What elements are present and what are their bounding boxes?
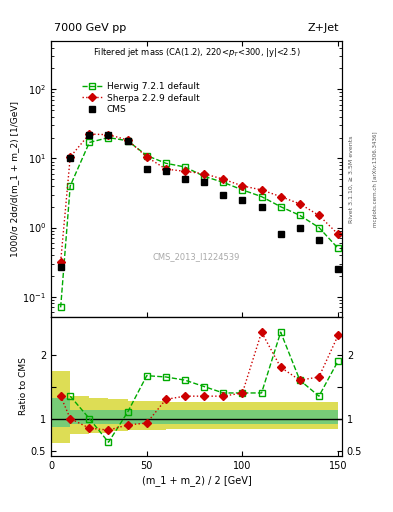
Herwig 7.2.1 default [58, 304, 63, 310]
Sherpa 2.2.9 default [125, 137, 130, 143]
CMS [87, 132, 92, 138]
Herwig 7.2.1 default [202, 173, 206, 179]
CMS [202, 179, 206, 185]
Sherpa 2.2.9 default [87, 131, 92, 137]
Sherpa 2.2.9 default [221, 176, 226, 182]
Sherpa 2.2.9 default [106, 132, 111, 138]
CMS [163, 168, 168, 175]
CMS [68, 155, 73, 161]
X-axis label: (m_1 + m_2) / 2 [GeV]: (m_1 + m_2) / 2 [GeV] [141, 475, 252, 485]
Herwig 7.2.1 default [221, 179, 226, 185]
Herwig 7.2.1 default [278, 204, 283, 210]
Sherpa 2.2.9 default [183, 168, 187, 175]
Y-axis label: Ratio to CMS: Ratio to CMS [19, 357, 28, 416]
Herwig 7.2.1 default [298, 212, 302, 219]
Line: Sherpa 2.2.9 default: Sherpa 2.2.9 default [58, 131, 341, 265]
Text: Rivet 3.1.10, ≥ 3.5M events: Rivet 3.1.10, ≥ 3.5M events [349, 136, 354, 223]
Sherpa 2.2.9 default [298, 201, 302, 207]
Text: 7000 GeV pp: 7000 GeV pp [54, 23, 126, 33]
CMS [336, 266, 340, 272]
Sherpa 2.2.9 default [144, 154, 149, 160]
Text: Filtered jet mass (CA(1.2), 220<$p_{T}$<300, |y|<2.5): Filtered jet mass (CA(1.2), 220<$p_{T}$<… [93, 47, 300, 59]
CMS [144, 166, 149, 172]
Sherpa 2.2.9 default [68, 154, 73, 160]
CMS [240, 197, 245, 203]
Herwig 7.2.1 default [106, 135, 111, 141]
Herwig 7.2.1 default [240, 187, 245, 193]
CMS [278, 231, 283, 237]
Herwig 7.2.1 default [259, 194, 264, 200]
Herwig 7.2.1 default [68, 183, 73, 189]
CMS [106, 132, 111, 138]
CMS [317, 238, 321, 244]
Legend: Herwig 7.2.1 default, Sherpa 2.2.9 default, CMS: Herwig 7.2.1 default, Sherpa 2.2.9 defau… [79, 79, 203, 117]
Line: CMS: CMS [57, 131, 342, 272]
Sherpa 2.2.9 default [278, 194, 283, 200]
Text: mcplots.cern.ch [arXiv:1306.3436]: mcplots.cern.ch [arXiv:1306.3436] [373, 132, 378, 227]
CMS [221, 191, 226, 198]
Text: CMS_2013_I1224539: CMS_2013_I1224539 [153, 252, 240, 261]
Line: Herwig 7.2.1 default: Herwig 7.2.1 default [57, 134, 342, 311]
Sherpa 2.2.9 default [163, 166, 168, 172]
Herwig 7.2.1 default [163, 160, 168, 166]
CMS [58, 264, 63, 270]
Y-axis label: 1000/σ 2dσ/d(m_1 + m_2) [1/GeV]: 1000/σ 2dσ/d(m_1 + m_2) [1/GeV] [11, 101, 20, 257]
CMS [298, 224, 302, 230]
CMS [125, 138, 130, 144]
Sherpa 2.2.9 default [259, 187, 264, 193]
Herwig 7.2.1 default [183, 164, 187, 170]
Sherpa 2.2.9 default [202, 170, 206, 177]
Herwig 7.2.1 default [87, 139, 92, 145]
Text: Z+Jet: Z+Jet [307, 23, 339, 33]
CMS [183, 176, 187, 182]
Herwig 7.2.1 default [317, 224, 321, 230]
Herwig 7.2.1 default [336, 245, 340, 251]
Sherpa 2.2.9 default [58, 259, 63, 265]
CMS [259, 204, 264, 210]
Herwig 7.2.1 default [125, 138, 130, 144]
Sherpa 2.2.9 default [240, 183, 245, 189]
Sherpa 2.2.9 default [336, 231, 340, 237]
Sherpa 2.2.9 default [317, 212, 321, 219]
Herwig 7.2.1 default [144, 153, 149, 159]
